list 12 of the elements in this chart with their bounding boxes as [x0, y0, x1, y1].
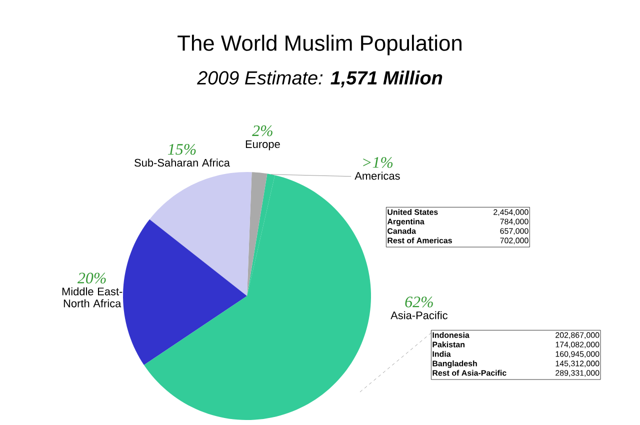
data-label: 20% [77, 272, 106, 284]
slice-label: Sub-Saharan Africa [134, 158, 230, 167]
slice-label: Middle East-North Africa [62, 287, 122, 308]
slice-label: Americas [354, 172, 400, 180]
data-label: 2% [252, 125, 272, 136]
data-label: 62% [405, 296, 433, 308]
chart-subtitle: 2009 Estimate: 1,571 Million [196, 70, 442, 88]
data-label: >1% [363, 157, 393, 168]
chart-title: The World Muslim Population [178, 34, 462, 56]
data-label: 15% [168, 144, 196, 155]
slice-label: Asia-Pacific [390, 311, 448, 320]
slice-label: Europe [246, 140, 280, 150]
